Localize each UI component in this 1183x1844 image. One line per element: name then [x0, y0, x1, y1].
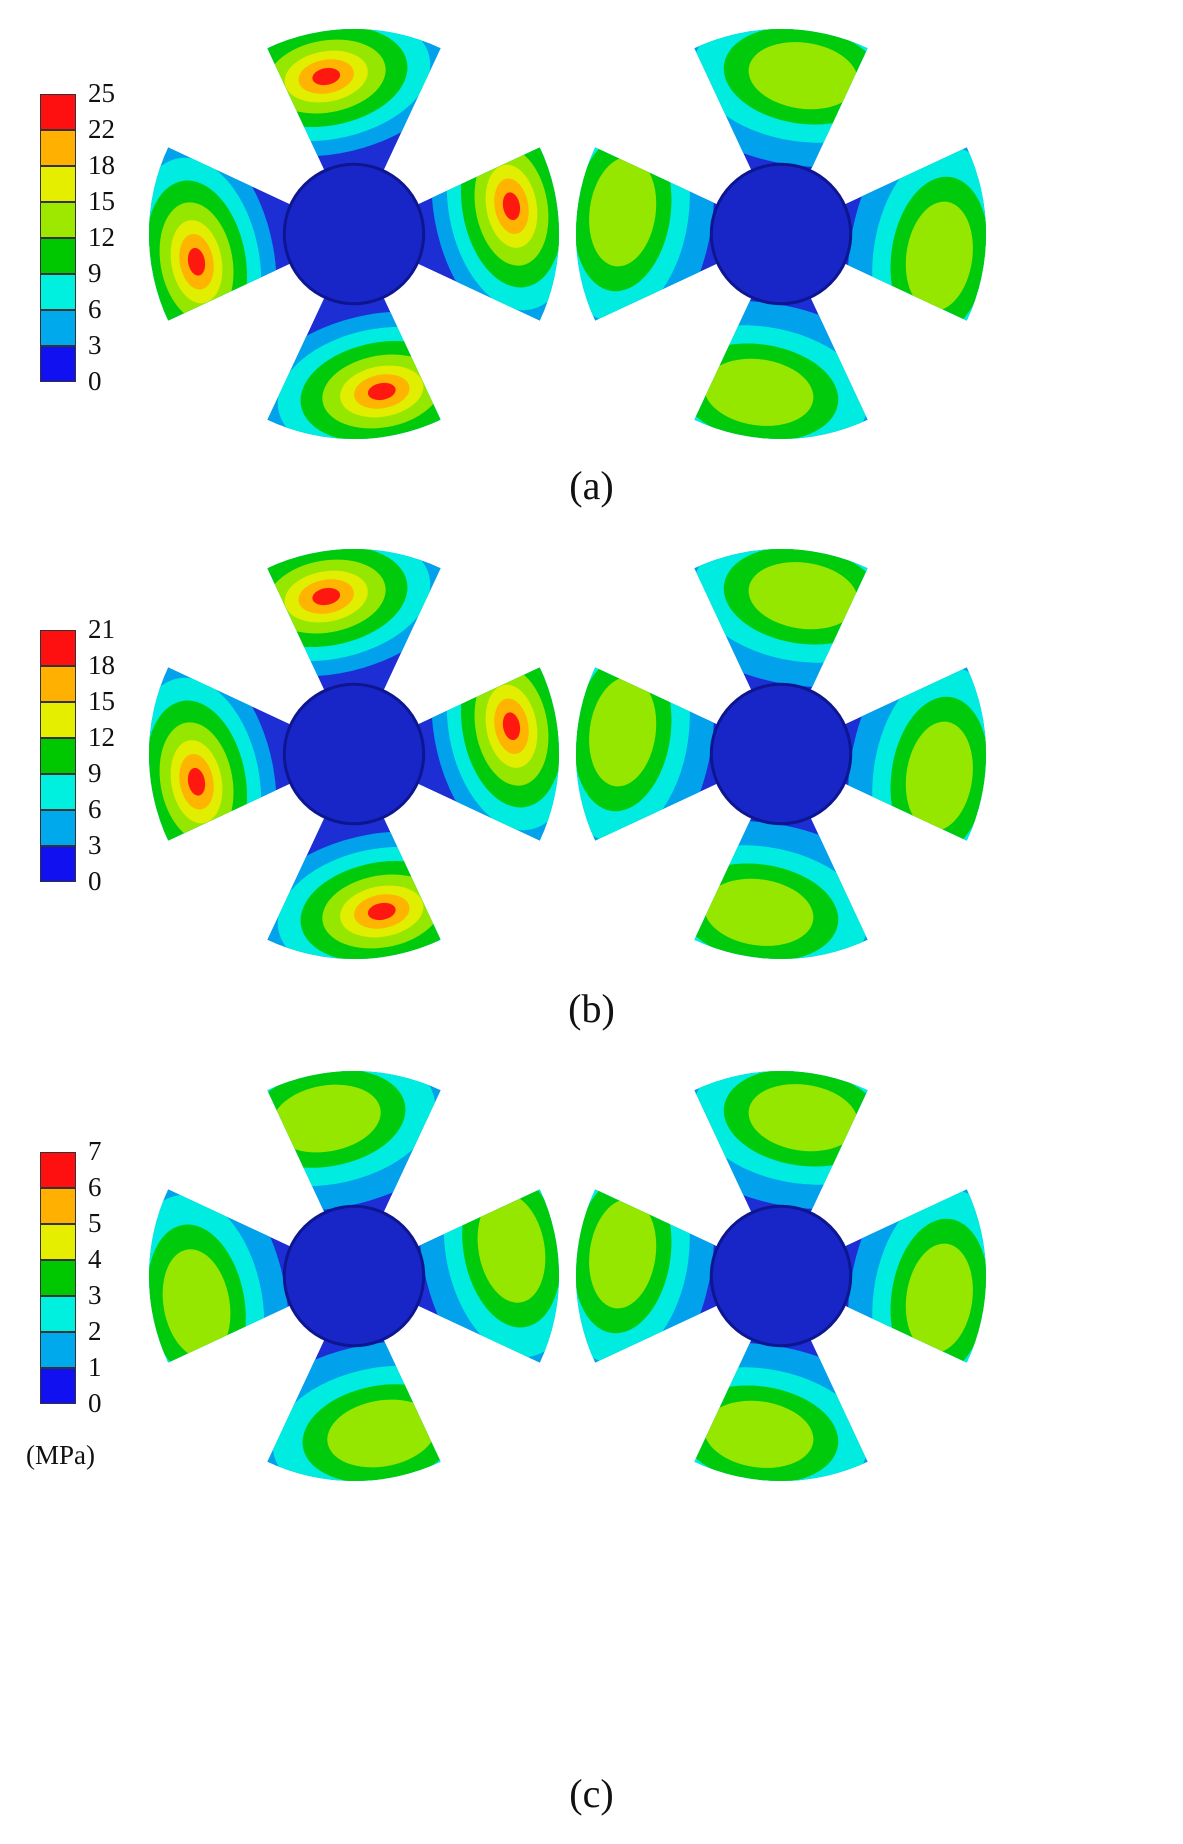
legend-swatch — [40, 1260, 76, 1296]
caption-a: (a) — [569, 463, 614, 508]
propeller-blade — [390, 147, 559, 321]
legend-swatch — [40, 702, 76, 738]
legend-swatch — [40, 130, 76, 166]
propeller-hub — [282, 162, 426, 306]
legend-tick-label: 3 — [88, 1280, 102, 1310]
legend-tick-label: 9 — [88, 758, 102, 788]
panel-b: 21 18 15 12 9 6 3 0 (b) — [40, 616, 615, 1031]
propeller-blade — [817, 1189, 986, 1363]
legend-tick-label: 18 — [88, 650, 115, 680]
propeller-blade — [267, 549, 441, 718]
propeller-blade — [267, 790, 441, 960]
propeller-blade — [694, 1312, 868, 1481]
legend-tick-label: 2 — [88, 1316, 102, 1346]
legend-tick-label: 9 — [88, 258, 102, 288]
legend-swatch — [40, 1296, 76, 1332]
legend-tick-label: 6 — [88, 1172, 102, 1202]
legend-swatch — [40, 846, 76, 882]
legend-tick-label: 6 — [88, 794, 102, 824]
legend-swatch — [40, 810, 76, 846]
legend-swatch — [40, 738, 76, 774]
legend-swatch — [40, 630, 76, 666]
color-legend-a: 25 22 18 15 12 9 6 3 0 — [40, 80, 130, 396]
legend-tick-label: 18 — [88, 150, 115, 180]
propeller-blade — [817, 147, 986, 321]
propeller-blade — [149, 1189, 318, 1363]
legend-swatch — [40, 774, 76, 810]
caption-b: (b) — [568, 986, 615, 1031]
color-legend-b: 21 18 15 12 9 6 3 0 — [40, 616, 130, 898]
legend-swatch — [40, 1152, 76, 1188]
panel-a: 25 22 18 15 12 9 6 3 0 (a) — [0, 0, 1183, 520]
unit-label: (MPa) — [26, 1440, 95, 1470]
propeller-back — [576, 549, 986, 959]
propeller-blade — [817, 667, 986, 841]
propeller-hub — [709, 162, 853, 306]
propeller-front — [149, 29, 559, 440]
legend-tick-label: 12 — [88, 222, 115, 252]
propeller-hub — [282, 1204, 426, 1348]
legend-tick-label: 0 — [88, 1388, 102, 1418]
legend-tick-label: 0 — [88, 366, 102, 396]
legend-swatch — [40, 274, 76, 310]
legend-tick-label: 4 — [88, 1244, 102, 1274]
legend-tick-label: 15 — [88, 186, 115, 216]
propeller-blade — [267, 29, 441, 198]
propeller-blade — [694, 270, 868, 439]
propeller-blade — [267, 270, 441, 440]
legend-swatch — [40, 1188, 76, 1224]
legend-swatch — [40, 94, 76, 130]
legend-tick-label: 25 — [88, 78, 115, 108]
legend-tick-label: 7 — [88, 1136, 102, 1166]
propeller-back — [576, 29, 986, 439]
propeller-blade — [694, 790, 868, 959]
legend-tick-label: 1 — [88, 1352, 102, 1382]
propeller-blade — [576, 147, 745, 321]
color-legend-c: 7 6 5 4 3 2 1 0 — [40, 1138, 130, 1420]
propeller-hub — [282, 682, 426, 826]
propeller-hub — [709, 682, 853, 826]
legend-tick-label: 6 — [88, 294, 102, 324]
legend-swatch — [40, 310, 76, 346]
legend-tick-label: 12 — [88, 722, 115, 752]
legend-tick-label: 3 — [88, 330, 102, 360]
legend-swatch — [40, 1368, 76, 1404]
propeller-front — [149, 1071, 559, 1481]
legend-tick-label: 0 — [88, 866, 102, 896]
propeller-blade — [149, 147, 318, 321]
propeller-hub — [709, 1204, 853, 1348]
legend-swatch — [40, 1332, 76, 1368]
propeller-blade — [267, 1312, 441, 1481]
legend-swatch — [40, 1224, 76, 1260]
propeller-blade — [694, 549, 868, 718]
propeller-back — [576, 1071, 986, 1481]
propeller-blade — [149, 667, 318, 841]
propeller-blade — [390, 667, 559, 841]
legend-tick-label: 3 — [88, 830, 102, 860]
legend-swatch — [40, 346, 76, 382]
legend-swatch — [40, 666, 76, 702]
propeller-blade — [267, 1071, 441, 1240]
legend-swatch — [40, 166, 76, 202]
caption-c: (c) — [569, 1771, 614, 1816]
legend-swatch — [40, 202, 76, 238]
legend-tick-label: 5 — [88, 1208, 102, 1238]
propeller-front — [149, 549, 559, 960]
legend-tick-label: 21 — [88, 614, 115, 644]
legend-tick-label: 22 — [88, 114, 115, 144]
legend-tick-label: 15 — [88, 686, 115, 716]
propeller-blade — [694, 1071, 868, 1240]
legend-swatch — [40, 238, 76, 274]
